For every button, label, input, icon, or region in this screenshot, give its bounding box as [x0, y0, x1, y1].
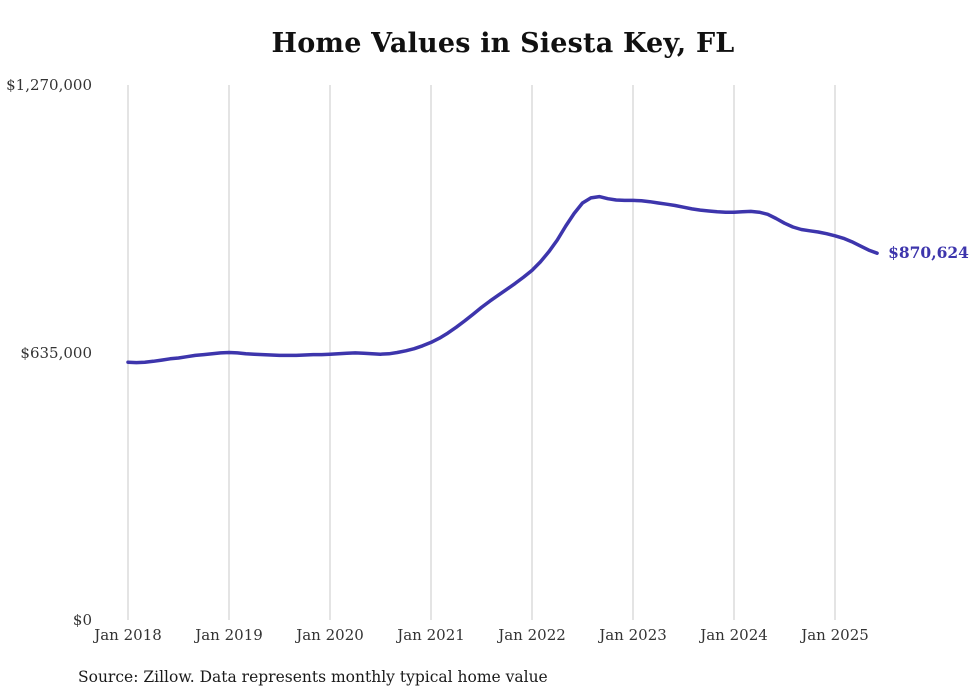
y-axis-label: $635,000	[20, 343, 92, 362]
x-axis-label: Jan 2023	[599, 626, 667, 644]
x-axis-label: Jan 2021	[397, 626, 465, 644]
x-axis-label: Jan 2024	[700, 626, 768, 644]
y-axis-label: $0	[72, 611, 92, 629]
y-axis-label: $1,270,000	[6, 76, 92, 94]
current-value-label: $870,624	[888, 243, 969, 263]
x-axis-label: Jan 2018	[94, 626, 162, 644]
source-note: Source: Zillow. Data represents monthly …	[78, 668, 548, 686]
x-axis-label: Jan 2019	[195, 626, 263, 644]
home-value-line	[126, 194, 879, 365]
x-axis-label: Jan 2022	[498, 626, 566, 644]
chart-title: Home Values in Siesta Key, FL	[271, 28, 735, 59]
x-axis-label: Jan 2020	[296, 626, 364, 644]
x-axis-label: Jan 2025	[801, 626, 869, 644]
